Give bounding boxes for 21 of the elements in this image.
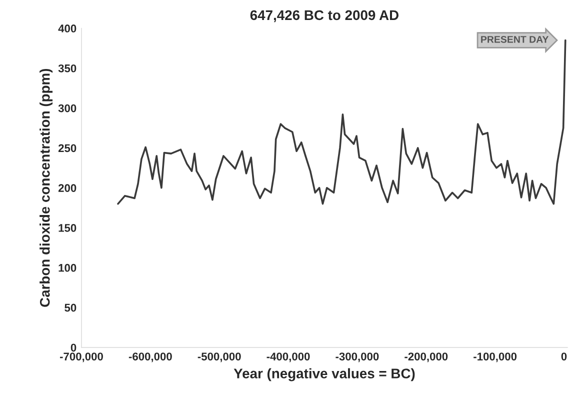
- y-tick-label: 0: [70, 344, 76, 352]
- x-tick-label: -300,000: [336, 352, 379, 362]
- y-tick-label: 350: [58, 64, 76, 72]
- y-tick-label: 400: [58, 24, 76, 32]
- x-tick-label: 0: [561, 352, 567, 360]
- x-axis-title: Year (negative values = BC): [234, 368, 415, 382]
- x-tick-label: -100,000: [474, 352, 517, 362]
- y-axis-title: Carbon dioxide concentration (ppm): [40, 68, 53, 307]
- x-tick-label: -500,000: [198, 352, 241, 362]
- y-tick-label: 250: [58, 144, 76, 152]
- y-tick-label: 150: [58, 224, 76, 232]
- y-tick-label: 50: [64, 304, 76, 312]
- x-tick-label: -200,000: [404, 352, 448, 362]
- annotation: PRESENT DAY: [481, 36, 549, 43]
- y-tick-label: 300: [58, 104, 76, 112]
- y-tick-label: 100: [58, 264, 76, 272]
- chart-title: 647,426 BC to 2009 AD: [250, 10, 399, 22]
- x-tick-label: -600,000: [128, 352, 172, 362]
- x-tick-label: -700,000: [60, 352, 103, 362]
- x-tick-label: -400,000: [266, 352, 310, 362]
- y-tick-label: 200: [58, 184, 76, 192]
